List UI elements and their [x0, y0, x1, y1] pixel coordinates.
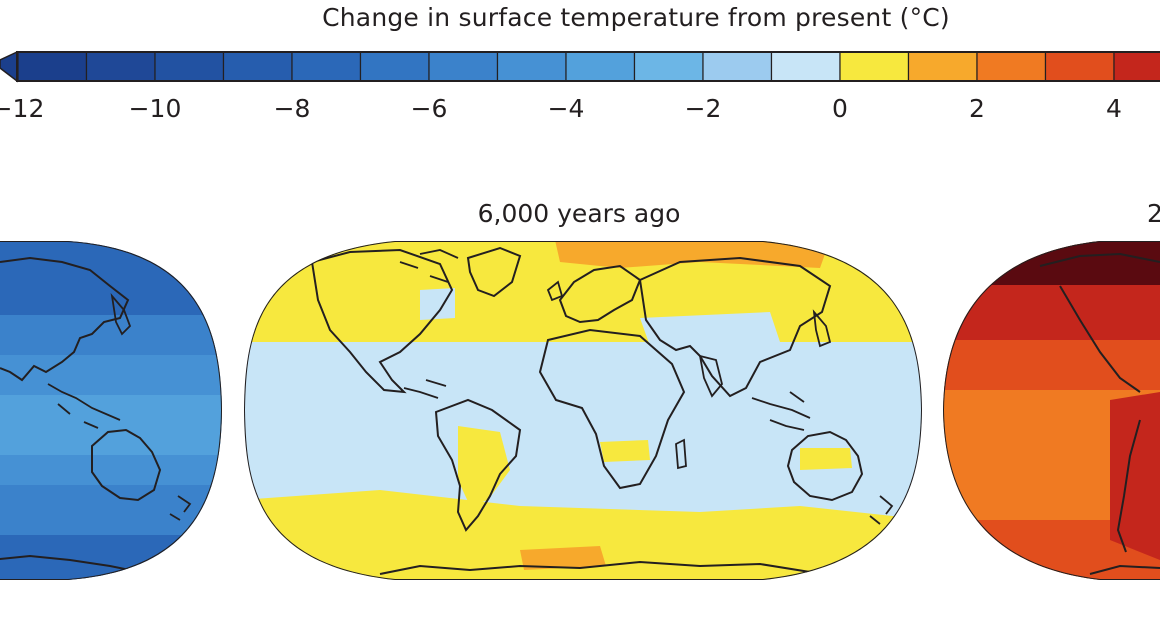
colorbar-tick-label: 4 — [1106, 94, 1122, 123]
colorbar-bin-11 — [770, 51, 841, 82]
colorbar-bin-14 — [976, 51, 1047, 82]
map-center-coast-africa — [538, 328, 686, 490]
map-center-fill-sahara-cool — [560, 368, 662, 396]
colorbar-frame — [16, 51, 1160, 82]
colorbar-tick-label: −6 — [410, 94, 448, 123]
map-center-coast-indonesia — [751, 391, 811, 431]
map-center-fill-asia-cool — [640, 312, 780, 346]
map-right-coast-samerica — [1116, 419, 1141, 553]
map-center-coast-namerica — [310, 248, 454, 394]
map-center-fill-antarctic-warm — [520, 546, 606, 570]
map-center-coast-newzealand — [869, 495, 894, 525]
map-left-coast-newzealand — [169, 495, 192, 521]
map-left-outline — [0, 241, 222, 580]
map-center-coast-uk — [546, 280, 564, 302]
map-left-coast-antarctica — [0, 554, 141, 573]
colorbar — [0, 50, 1160, 83]
colorbar-bin-16 — [1113, 51, 1160, 82]
map-left-fill-mid-a — [0, 315, 222, 355]
map-left-fill-south-a — [0, 485, 222, 535]
map-center-coast-europe — [558, 264, 642, 324]
map-center — [244, 241, 922, 580]
map-right-coast-namerica — [1039, 252, 1160, 393]
map-right-coast-antarctica — [1089, 564, 1160, 575]
map-center-fill-atlantic-cool — [420, 288, 455, 320]
colorbar-bin-12 — [839, 51, 910, 82]
colorbar-tick-label: 0 — [832, 94, 848, 123]
map-left-coast-australia — [91, 428, 162, 502]
colorbar-title: Change in surface temperature from prese… — [322, 3, 950, 32]
map-center-coast-caribbean — [403, 379, 447, 399]
map-right-outline — [943, 241, 1160, 580]
colorbar-bin-15 — [1044, 51, 1115, 82]
colorbar-bin-0 — [17, 51, 88, 82]
colorbar-tick-label: 2 — [969, 94, 985, 123]
map-center-coast-greenland — [466, 246, 522, 298]
map-left-coast-japan — [110, 293, 132, 336]
map-center-coast-asia — [638, 256, 832, 398]
map-right — [943, 241, 1160, 580]
colorbar-tick-label: −4 — [547, 94, 585, 123]
colorbar-tick-label: −8 — [273, 94, 311, 123]
map-left-fill-mid-b — [0, 395, 222, 455]
map-center-fill-samerica-warm — [458, 426, 510, 506]
map-left-fill-south-b — [0, 535, 222, 580]
map-right-fill-north-hot — [943, 285, 1160, 340]
map-center-coast-japan — [812, 309, 832, 348]
map-center-coast-antarctica — [379, 560, 811, 575]
map-center-fill-africa-warm — [600, 440, 650, 462]
colorbar-tick-label: −10 — [128, 94, 182, 123]
map-left-coast-asia — [0, 256, 130, 382]
map-center-coast-samerica — [434, 398, 522, 532]
map-right-fill-samerica-hot — [1110, 392, 1160, 560]
map-left-coast-islands — [47, 383, 121, 429]
colorbar-bin-7 — [496, 51, 567, 82]
colorbar-bin-2 — [154, 51, 225, 82]
map-center-coast-madagascar — [675, 438, 687, 470]
map-center-fill-southern-warm — [244, 490, 922, 580]
map-center-fill-australia-warm — [800, 448, 852, 470]
colorbar-tick-label: −12 — [0, 94, 45, 123]
map-left-fill-north — [0, 241, 222, 315]
map-title-right: 2 — [1147, 199, 1160, 228]
map-left — [0, 241, 222, 580]
colorbar-tick-label: −2 — [684, 94, 722, 123]
map-center-outline — [244, 241, 922, 580]
map-center-coast-canada-islands — [399, 249, 459, 283]
map-title-center: 6,000 years ago — [477, 199, 681, 228]
map-center-coast-india — [698, 354, 723, 398]
map-center-coast-australia — [786, 430, 864, 502]
colorbar-bin-8 — [565, 51, 636, 82]
